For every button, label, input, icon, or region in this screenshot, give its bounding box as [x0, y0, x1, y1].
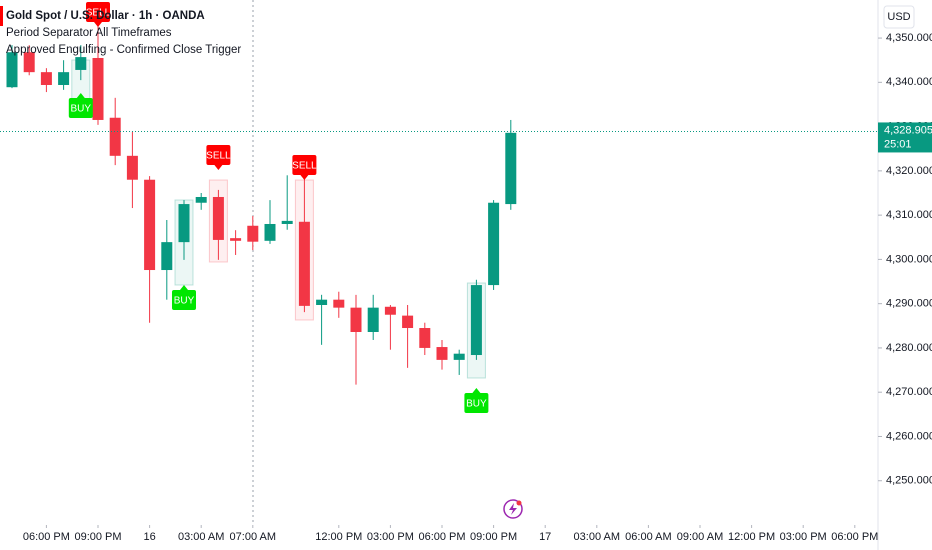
candle-body	[126, 155, 138, 180]
x-tick-label: 12:00 PM	[728, 531, 775, 543]
signal-label: SELL	[206, 151, 231, 162]
x-tick-label: 17	[539, 531, 551, 543]
y-tick-label: 4,340.000	[886, 76, 932, 88]
signal-label: BUY	[466, 399, 487, 410]
y-tick-label: 4,260.000	[886, 430, 932, 442]
signal-badge	[464, 393, 489, 413]
x-tick-label: 03:00 AM	[574, 531, 620, 543]
candle-body	[281, 220, 293, 224]
indicator-label: Period Separator All Timeframes	[6, 27, 172, 39]
x-tick-label: 06:00 PM	[23, 531, 70, 543]
currency-box[interactable]	[883, 5, 915, 29]
candle-body	[453, 353, 465, 360]
countdown: 25:01	[884, 138, 912, 150]
candle-body	[436, 347, 448, 360]
y-tick-label: 4,350.000	[886, 32, 932, 44]
event-bolt	[509, 503, 517, 515]
signal-badge	[206, 145, 231, 165]
candle-body	[488, 202, 500, 286]
x-tick-label: 16	[143, 531, 155, 543]
signal-pointer	[300, 175, 309, 180]
currency: USD	[887, 11, 910, 23]
candle-body	[247, 225, 259, 242]
x-tick-label: 07:00 AM	[230, 531, 276, 543]
x-tick-label: 06:00 PM	[418, 531, 465, 543]
x-tick-label: 06:00 AM	[625, 531, 671, 543]
signal-pointer	[94, 22, 102, 27]
candle-body	[23, 52, 35, 73]
candle-body	[264, 223, 276, 241]
y-tick-label: 4,320.000	[886, 165, 932, 177]
candle-body	[419, 328, 431, 348]
signal-pointer	[76, 93, 85, 98]
candle-body	[109, 117, 121, 156]
signal-badge-clipped	[0, 6, 3, 26]
signal-label: SELL	[86, 8, 111, 19]
candle-body	[92, 57, 104, 120]
candle-body	[333, 299, 345, 308]
y-tick-label: 4,280.000	[886, 342, 932, 354]
candle-body	[144, 179, 156, 271]
signal-pointer	[472, 388, 481, 393]
x-tick-label: 03:00 PM	[780, 531, 827, 543]
candle-body	[40, 72, 52, 85]
signal-badge	[292, 155, 317, 175]
signal-badge	[172, 290, 196, 310]
signal-label: BUY	[71, 104, 92, 115]
x-tick-label: 12:00 PM	[315, 531, 362, 543]
candle-body	[161, 242, 173, 271]
x-tick-label: 09:00 PM	[74, 531, 121, 543]
x-tick-label: 03:00 AM	[178, 531, 224, 543]
signal-pointer	[214, 165, 223, 170]
y-tick-label: 4,250.000	[886, 475, 932, 487]
indicator-label: Approved Engulfing - Confirmed Close Tri…	[6, 44, 241, 56]
chart-title: Gold Spot / U.S. Dollar · 1h · OANDA	[6, 10, 205, 22]
x-tick-label: 03:00 PM	[367, 531, 414, 543]
candle-body	[212, 196, 224, 240]
candle-body	[298, 221, 310, 306]
signal-label: BUY	[174, 296, 195, 307]
last-price-label: 4,328.905	[884, 124, 932, 136]
candle-body	[75, 57, 87, 70]
y-tick-label: 4,300.000	[886, 253, 932, 265]
candle-body	[230, 238, 242, 241]
signal-label: SELL	[292, 161, 317, 172]
overlay: Gold Spot / U.S. Dollar · 1h · OANDA Per…	[6, 5, 915, 519]
x-tick-label: 09:00 PM	[470, 531, 517, 543]
last-price-box	[878, 122, 932, 153]
candle-body	[58, 72, 70, 85]
candle-body	[384, 306, 396, 315]
candle-body	[316, 299, 328, 305]
candle-body	[402, 315, 414, 329]
y-tick-label: 4,290.000	[886, 298, 932, 310]
x-tick-label: 09:00 AM	[677, 531, 723, 543]
signal-badge	[86, 2, 110, 22]
signal-pointer	[180, 285, 188, 290]
candle-body	[505, 132, 517, 205]
candle-body	[178, 204, 190, 243]
event-icon[interactable]	[503, 499, 523, 519]
y-tick-label: 4,310.000	[886, 209, 932, 221]
y-tick-label: 4,270.000	[886, 386, 932, 398]
event-dot	[516, 500, 522, 506]
candle-body	[6, 52, 18, 88]
candle-body	[350, 307, 362, 332]
candle-body	[470, 285, 482, 356]
signal-badge	[68, 98, 93, 118]
x-tick-label: 06:00 PM	[831, 531, 878, 543]
candle-body	[367, 307, 379, 332]
candle-body	[195, 196, 207, 203]
